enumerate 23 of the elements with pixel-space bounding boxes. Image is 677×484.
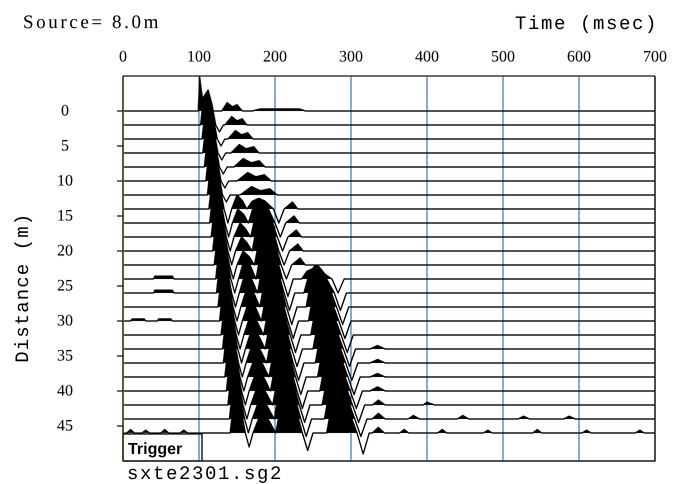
y-tick-label: 40 <box>57 382 73 400</box>
y-tick-label: 35 <box>57 348 73 364</box>
x-tick-label: 400 <box>415 48 439 66</box>
x-tick-label: 500 <box>491 48 515 66</box>
y-tick-label: 10 <box>57 172 73 190</box>
y-tick-label: 20 <box>57 242 73 260</box>
y-tick-label: 5 <box>61 138 69 154</box>
y-tick-label: 30 <box>57 312 73 330</box>
y-tick-label: 25 <box>57 278 73 294</box>
text: sxte2301.sg2 <box>127 463 284 484</box>
x-tick-label: 100 <box>187 48 211 66</box>
x-tick-label: 600 <box>567 48 591 66</box>
x-axis-title: Time (msec) <box>514 13 658 35</box>
x-tick-label: 300 <box>339 48 363 66</box>
x-tick-label: 200 <box>263 48 287 66</box>
annotation: Trigger <box>128 441 182 458</box>
chart-title: Source= 8.0m <box>23 12 161 33</box>
x-tick-label: 700 <box>643 48 667 66</box>
x-tick-label: 0 <box>119 48 127 66</box>
y-axis-title: Distance (m) <box>12 212 34 363</box>
y-tick-label: 0 <box>61 102 69 120</box>
y-tick-label: 15 <box>57 208 73 224</box>
y-tick-label: 45 <box>57 418 73 434</box>
